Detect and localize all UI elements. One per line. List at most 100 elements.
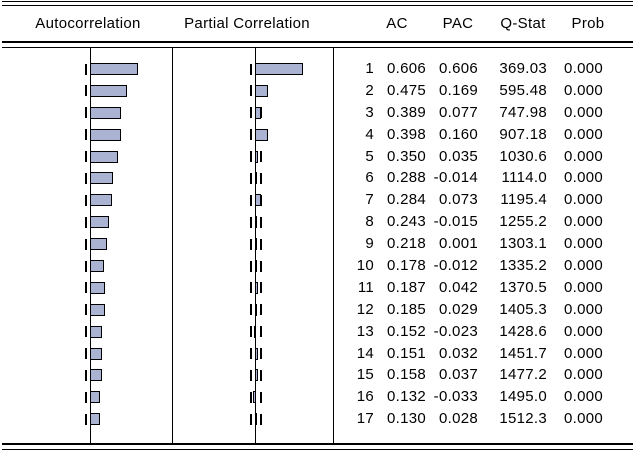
pac-band-dash-right (260, 151, 262, 163)
prob-value: 0.000 (563, 191, 603, 209)
pac-band-dash-right (260, 282, 262, 294)
qstat-value: 1477.2 (499, 366, 547, 384)
lag-value: 16 (356, 388, 374, 406)
ac-value: 0.398 (386, 125, 426, 143)
prob-value: 0.000 (563, 278, 603, 296)
qstat-value: 595.48 (499, 81, 547, 99)
header-divider-thick (2, 41, 633, 43)
pac-band-dash-left (250, 304, 252, 316)
qstat-value: 1428.6 (499, 322, 547, 340)
pac-band-dash-right (260, 194, 262, 206)
ac-band-dash-left (85, 151, 87, 163)
pac-value: 0.028 (438, 410, 478, 428)
pac-band-dash-right (260, 172, 262, 184)
lag-value: 1 (365, 60, 374, 77)
lag-value: 5 (365, 147, 374, 165)
lag-value: 9 (365, 235, 374, 253)
ac-bar (90, 106, 121, 119)
ac-value: 0.178 (386, 257, 426, 275)
ac-value: 0.132 (386, 388, 426, 406)
pac-band-dash-left (250, 107, 252, 119)
panel-separator-2 (333, 48, 334, 443)
pac-bar (255, 303, 258, 316)
ac-band-dash-left (85, 304, 87, 316)
qstat-value: 1370.5 (499, 278, 547, 296)
prob-value: 0.000 (563, 300, 603, 318)
ac-bar (90, 260, 104, 273)
ac-value: 0.389 (386, 103, 426, 121)
pac-value: -0.033 (433, 388, 478, 406)
ac-bar (90, 238, 108, 251)
pac-band-dash-left (250, 282, 252, 294)
pac-bar (255, 347, 258, 360)
pac-value: -0.023 (433, 322, 478, 340)
pac-value: -0.015 (433, 213, 478, 231)
prob-value: 0.000 (563, 81, 603, 99)
pac-bar (254, 172, 257, 185)
ac-bar (90, 84, 128, 97)
column-header-qstat: Q-Stat (500, 15, 546, 32)
lag-value: 6 (365, 169, 374, 187)
pac-bar (255, 369, 258, 382)
ac-band-dash-left (85, 85, 87, 97)
qstat-value: 369.03 (499, 60, 547, 77)
correlogram-row: 11 0.187 0.042 1370.5 0.000 (0, 277, 635, 299)
ac-bar (90, 281, 105, 294)
ac-band-dash-left (85, 413, 87, 425)
pac-band-dash-right (260, 391, 262, 403)
pac-band-dash-left (250, 172, 252, 184)
correlogram-row: 1 0.606 0.606 369.03 0.000 (0, 58, 635, 80)
ac-value: 0.606 (386, 60, 426, 77)
ac-bar (90, 413, 101, 426)
correlogram-row: 9 0.218 0.001 1303.1 0.000 (0, 233, 635, 255)
pac-band-dash-right (260, 369, 262, 381)
prob-value: 0.000 (563, 235, 603, 253)
ac-bar (90, 303, 105, 316)
ac-bar (90, 216, 110, 229)
lag-value: 10 (356, 257, 374, 275)
lag-value: 4 (365, 125, 374, 143)
pac-band-dash-left (250, 194, 252, 206)
pac-value: 0.032 (438, 344, 478, 362)
pac-band-dash-right (260, 304, 262, 316)
ac-value: 0.218 (386, 235, 426, 253)
ac-bar (90, 347, 102, 360)
lag-value: 13 (356, 322, 374, 340)
pac-band-dash-left (250, 85, 252, 97)
pac-band-dash-left (250, 348, 252, 360)
column-header-autocorrelation: Autocorrelation (35, 15, 141, 32)
qstat-value: 1405.3 (499, 300, 547, 318)
lag-value: 14 (356, 344, 374, 362)
pac-bar (255, 260, 258, 273)
pac-value: 0.037 (438, 366, 478, 384)
pac-value: 0.160 (438, 125, 478, 143)
ac-bar (90, 391, 101, 404)
pac-band-dash-right (260, 348, 262, 360)
ac-value: 0.288 (386, 169, 426, 187)
prob-value: 0.000 (563, 388, 603, 406)
pac-band-dash-left (250, 216, 252, 228)
ac-value: 0.152 (386, 322, 426, 340)
ac-band-dash-left (85, 369, 87, 381)
pac-bar (255, 281, 259, 294)
lag-value: 8 (365, 213, 374, 231)
correlogram-row: 3 0.389 0.077 747.98 0.000 (0, 102, 635, 124)
ac-bar (90, 194, 113, 207)
pac-band-dash-left (250, 391, 252, 403)
lag-value: 12 (356, 300, 374, 318)
pac-bar (255, 413, 258, 426)
pac-band-dash-left (250, 151, 252, 163)
pac-bar (255, 150, 258, 163)
ac-band-dash-left (85, 348, 87, 360)
correlogram-row: 2 0.475 0.169 595.48 0.000 (0, 80, 635, 102)
ac-value: 0.130 (386, 410, 426, 428)
pac-value: 0.029 (438, 300, 478, 318)
pac-band-dash-left (250, 326, 252, 338)
correlogram-row: 15 0.158 0.037 1477.2 0.000 (0, 364, 635, 386)
prob-value: 0.000 (563, 344, 603, 362)
bottom-rule-outer (2, 443, 633, 445)
correlogram-row: 14 0.151 0.032 1451.7 0.000 (0, 343, 635, 365)
ac-value: 0.243 (386, 213, 426, 231)
column-header-partial-correlation: Partial Correlation (184, 15, 310, 32)
